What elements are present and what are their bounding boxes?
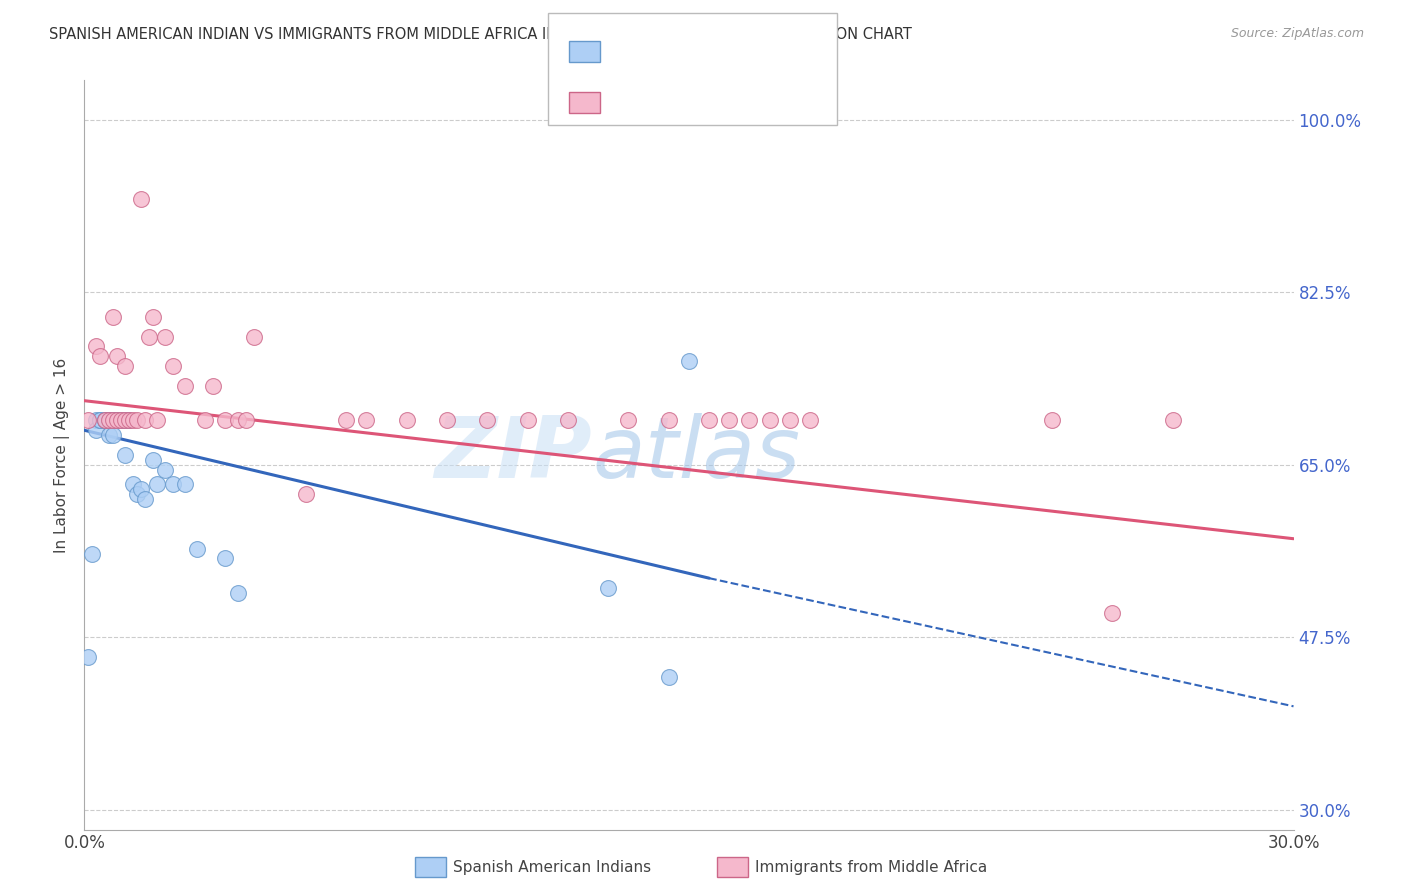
Point <box>118 413 141 427</box>
Point <box>162 477 184 491</box>
Point <box>114 448 136 462</box>
Point <box>174 477 197 491</box>
Point <box>101 413 124 427</box>
Point <box>121 477 143 491</box>
Point <box>134 492 156 507</box>
Point <box>110 413 132 427</box>
Point <box>658 670 681 684</box>
Point <box>617 413 640 427</box>
Point <box>718 413 741 427</box>
Text: -0.301: -0.301 <box>651 89 710 107</box>
Text: R =: R = <box>612 34 648 52</box>
Point <box>779 413 801 427</box>
Point <box>758 413 780 427</box>
Point <box>101 428 124 442</box>
Point <box>97 428 120 442</box>
Point <box>146 413 169 427</box>
Text: SPANISH AMERICAN INDIAN VS IMMIGRANTS FROM MIDDLE AFRICA IN LABOR FORCE | AGE > : SPANISH AMERICAN INDIAN VS IMMIGRANTS FR… <box>49 27 912 43</box>
Point <box>516 413 538 427</box>
Point <box>129 192 152 206</box>
Point <box>101 413 124 427</box>
Point <box>162 359 184 374</box>
Point <box>97 413 120 427</box>
Point <box>77 413 100 427</box>
Point <box>214 551 236 566</box>
Point <box>738 413 761 427</box>
Point <box>125 487 148 501</box>
Text: Source: ZipAtlas.com: Source: ZipAtlas.com <box>1230 27 1364 40</box>
Point <box>89 413 111 427</box>
Point <box>1040 413 1063 427</box>
Point <box>97 413 120 427</box>
Point <box>97 413 120 427</box>
Point <box>202 379 225 393</box>
Point <box>153 329 176 343</box>
Point <box>114 413 136 427</box>
Point <box>86 413 108 427</box>
Point <box>138 329 160 343</box>
Point <box>114 413 136 427</box>
Y-axis label: In Labor Force | Age > 16: In Labor Force | Age > 16 <box>55 358 70 552</box>
Point <box>335 413 357 427</box>
Point <box>395 413 418 427</box>
Point <box>105 413 128 427</box>
Point <box>477 413 499 427</box>
Point <box>1161 413 1184 427</box>
Point <box>598 581 620 595</box>
Point <box>436 413 458 427</box>
Point <box>194 413 217 427</box>
Point <box>93 413 115 427</box>
Text: Immigrants from Middle Africa: Immigrants from Middle Africa <box>755 860 987 874</box>
Point <box>153 463 176 477</box>
Point <box>658 413 681 427</box>
Point <box>214 413 236 427</box>
Text: N =: N = <box>718 34 766 52</box>
Point <box>242 329 264 343</box>
Point <box>799 413 821 427</box>
Point <box>678 354 700 368</box>
Point <box>1101 606 1123 620</box>
Point <box>77 650 100 665</box>
Point <box>101 413 124 427</box>
Point <box>82 547 104 561</box>
Point <box>118 413 141 427</box>
Point <box>142 453 165 467</box>
Point <box>174 379 197 393</box>
Point <box>226 413 249 427</box>
Point <box>89 413 111 427</box>
Point <box>557 413 579 427</box>
Point <box>93 413 115 427</box>
Point <box>101 310 124 324</box>
Point <box>105 349 128 363</box>
Text: atlas: atlas <box>592 413 800 497</box>
Point <box>105 413 128 427</box>
Point <box>110 413 132 427</box>
Point <box>114 359 136 374</box>
Point <box>295 487 318 501</box>
Point <box>86 423 108 437</box>
Point <box>235 413 257 427</box>
Point <box>129 483 152 497</box>
Text: R =: R = <box>612 89 648 107</box>
Point <box>226 586 249 600</box>
Point <box>89 349 111 363</box>
Point <box>134 413 156 427</box>
Point <box>146 477 169 491</box>
Point <box>121 413 143 427</box>
Point <box>142 310 165 324</box>
Point <box>105 413 128 427</box>
Point <box>93 413 115 427</box>
Point <box>356 413 378 427</box>
Point <box>186 541 208 556</box>
Text: N =: N = <box>718 89 766 107</box>
Text: Spanish American Indians: Spanish American Indians <box>453 860 651 874</box>
Point <box>86 339 108 353</box>
Text: 48: 48 <box>763 89 786 107</box>
Text: ZIP: ZIP <box>434 413 592 497</box>
Point <box>125 413 148 427</box>
Text: -0.207: -0.207 <box>651 34 710 52</box>
Point <box>697 413 720 427</box>
Text: 35: 35 <box>763 34 786 52</box>
